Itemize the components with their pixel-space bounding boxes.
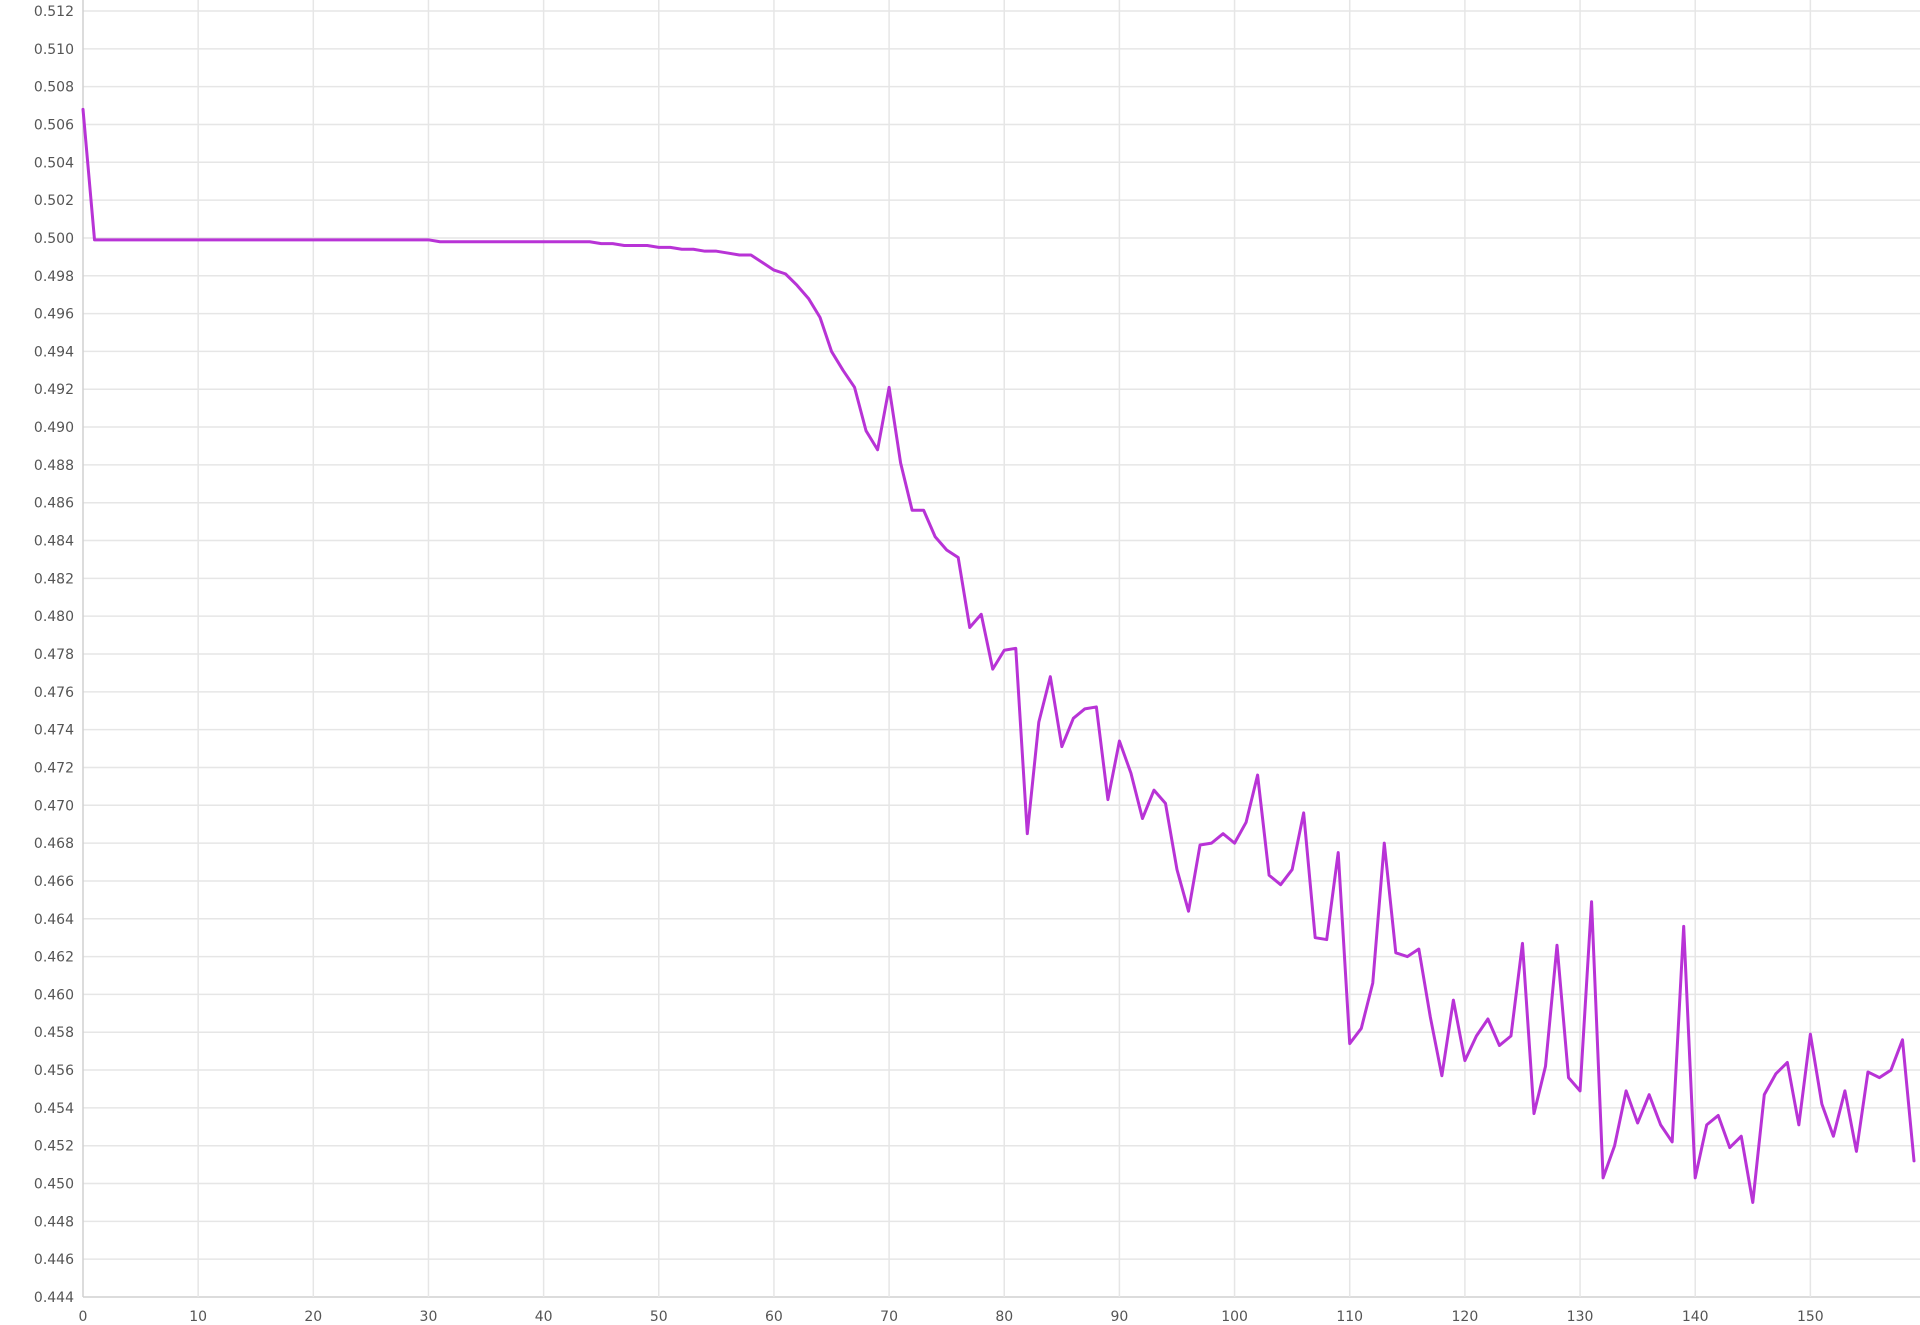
x-tick-label: 60 [765,1309,783,1325]
y-tick-label: 0.480 [34,609,74,625]
y-tick-label: 0.498 [34,269,74,285]
y-tick-label: 0.468 [34,836,74,852]
y-tick-label: 0.452 [34,1139,74,1155]
y-tick-label: 0.450 [34,1177,74,1193]
x-tick-label: 100 [1221,1309,1248,1325]
y-tick-label: 0.446 [34,1252,74,1268]
y-tick-label: 0.474 [34,723,74,739]
y-tick-label: 0.470 [34,798,74,814]
y-tick-labels: 0.444 0.446 0.448 0.450 0.452 0.454 0.456 0.458… [34,4,74,1306]
y-tick-label: 0.476 [34,685,74,701]
y-tick-label: 0.478 [34,647,74,663]
y-tick-label: 0.456 [34,1063,74,1079]
x-tick-label: 130 [1567,1309,1594,1325]
y-tick-label: 0.484 [34,534,74,550]
y-tick-label: 0.500 [34,231,74,247]
x-tick-label: 150 [1797,1309,1824,1325]
y-tick-label: 0.506 [34,117,74,133]
x-tick-label: 0 [79,1309,88,1325]
y-tick-label: 0.466 [34,874,74,890]
y-tick-label: 0.486 [34,496,74,512]
x-tick-label: 30 [420,1309,438,1325]
x-tick-label: 80 [995,1309,1013,1325]
y-tick-label: 0.512 [34,4,74,20]
x-gridlines [82,0,1812,1297]
y-tick-label: 0.472 [34,760,74,776]
y-tick-label: 0.462 [34,950,74,966]
y-tick-label: 0.444 [34,1290,74,1306]
y-tick-label: 0.454 [34,1101,74,1117]
y-tick-label: 0.502 [34,193,74,209]
x-tick-label: 140 [1682,1309,1709,1325]
y-tick-label: 0.496 [34,307,74,323]
y-tick-label: 0.492 [34,382,74,398]
y-tick-label: 0.458 [34,1025,74,1041]
x-tick-label: 70 [880,1309,898,1325]
x-tick-label: 120 [1452,1309,1479,1325]
x-tick-label: 10 [189,1309,207,1325]
x-tick-labels: 0 10 20 30 40 50 60 70 80 90 100 110 120 130 140 150 [79,1309,1824,1325]
y-tick-label: 0.508 [34,80,74,96]
y-tick-label: 0.482 [34,571,74,587]
y-tick-label: 0.448 [34,1214,74,1230]
series-group [81,107,1916,1204]
x-tick-label: 50 [650,1309,668,1325]
y-tick-label: 0.488 [34,458,74,474]
x-tick-label: 110 [1336,1309,1363,1325]
y-tick-label: 0.510 [34,42,74,58]
x-tick-label: 90 [1111,1309,1129,1325]
series-line [81,107,1916,1204]
y-tick-label: 0.504 [34,155,74,171]
y-tick-label: 0.490 [34,420,74,436]
y-tick-label: 0.464 [34,912,74,928]
y-tick-label: 0.460 [34,987,74,1003]
x-tick-label: 20 [304,1309,322,1325]
y-tick-label: 0.494 [34,344,74,360]
x-tick-label: 40 [535,1309,553,1325]
